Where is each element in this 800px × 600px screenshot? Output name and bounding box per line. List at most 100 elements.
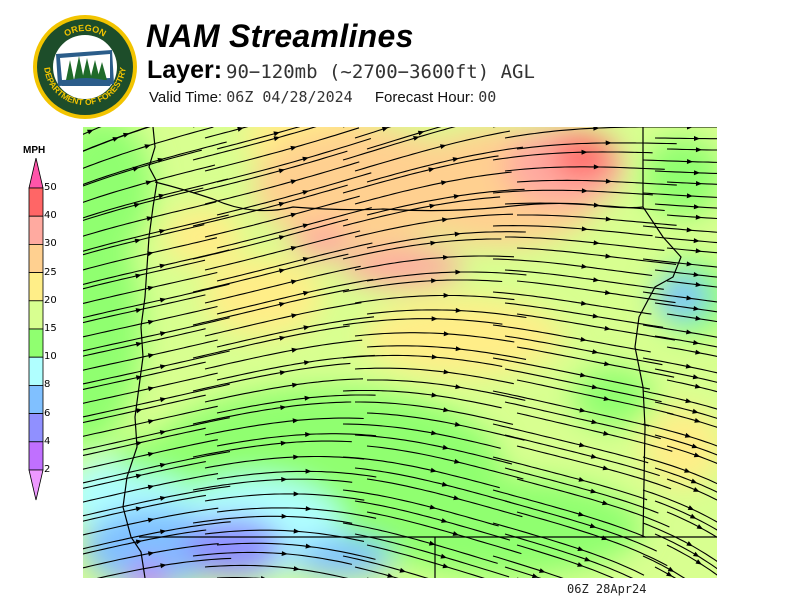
streamline [216, 507, 377, 519]
streamline [204, 455, 365, 469]
streamline [366, 188, 525, 216]
streamline-arrow [579, 372, 587, 378]
streamline-arrow [413, 136, 420, 141]
streamline-map[interactable] [83, 127, 717, 578]
streamline [354, 127, 392, 139]
streamline-arrow [278, 201, 286, 207]
streamline-arrow [293, 566, 300, 572]
streamline [642, 390, 717, 410]
streamline [192, 401, 352, 425]
streamline [83, 361, 206, 391]
streamline-arrow [686, 295, 693, 301]
streamline-arrow [695, 559, 702, 565]
streamline-arrow [452, 157, 459, 162]
streamline [654, 533, 717, 570]
streamline-arrow [692, 408, 699, 414]
streamline [83, 187, 204, 222]
streamline [504, 368, 662, 403]
colorbar-segment [28, 384, 44, 414]
streamline [342, 555, 429, 578]
streamline [342, 279, 503, 293]
streamline-arrow [539, 568, 546, 573]
valid-time-label: Valid Time: [149, 89, 223, 106]
streamline-arrow [686, 193, 693, 199]
streamline [204, 302, 362, 337]
streamline [516, 313, 675, 341]
streamline-arrow [303, 360, 311, 366]
streamline [504, 533, 634, 578]
streamline-arrow [693, 452, 701, 458]
streamline [354, 566, 399, 578]
streamline-arrow [693, 306, 700, 311]
streamline [366, 345, 527, 360]
streamline-arrow [303, 325, 310, 331]
streamline-arrow [695, 248, 702, 254]
streamline-arrow [159, 496, 167, 501]
streamline-arrow [290, 179, 297, 185]
streamline [492, 555, 564, 578]
streamline-arrow [147, 251, 154, 257]
streamline [654, 335, 717, 348]
streamline [96, 557, 232, 578]
streamline-arrow [443, 369, 450, 375]
streamline [216, 542, 376, 560]
streamline-arrow [579, 407, 586, 413]
streamline [654, 302, 717, 313]
streamline [654, 368, 717, 383]
streamline [342, 127, 456, 161]
streamline [366, 445, 524, 480]
streamline [83, 485, 231, 517]
streamline [83, 305, 218, 338]
streamline-arrow [695, 315, 702, 321]
svg-text:OREGON: OREGON [62, 23, 108, 39]
streamline-arrow [602, 500, 609, 506]
streamline [654, 467, 717, 493]
streamline-arrow [280, 440, 287, 446]
colorbar-tick-label: 25 [44, 266, 57, 278]
streamline [83, 521, 231, 550]
streamline [504, 302, 664, 328]
wind-speed-region [183, 517, 283, 577]
colorbar-tick-label: 2 [44, 464, 51, 475]
streamline [83, 427, 206, 457]
streamline-arrow [87, 129, 94, 135]
streamline-arrow [455, 269, 462, 275]
streamline [492, 291, 652, 315]
streamline [83, 507, 219, 536]
streamline [492, 390, 650, 427]
streamline-arrow [440, 553, 447, 559]
streamline-arrow [159, 331, 167, 337]
streamline [204, 417, 364, 436]
streamline [342, 318, 503, 326]
colorbar-segment [28, 356, 44, 386]
streamline-arrow [592, 313, 599, 319]
streamline [216, 172, 372, 216]
streamline-arrow [293, 491, 300, 497]
streamline [654, 236, 717, 244]
streamline-arrow [695, 147, 702, 153]
streamline [83, 328, 206, 357]
streamline-arrow [279, 302, 286, 307]
streamline [366, 309, 527, 319]
streamline [204, 265, 361, 304]
streamline [192, 551, 353, 565]
streamline-arrow [686, 227, 693, 233]
oregon-department-of-forestry-logo: OREGON DEPARTMENT OF FORESTRY [33, 15, 137, 119]
streamline-arrow [387, 573, 394, 578]
streamline-arrow [605, 216, 612, 222]
streamline-arrow [592, 349, 599, 355]
streamline-arrow [685, 363, 693, 369]
streamline-arrow [593, 202, 600, 208]
wind-speed-region [643, 407, 717, 487]
streamline-arrow [455, 384, 462, 390]
streamline [216, 207, 372, 249]
forecast-hour-label: Forecast Hour: [374, 89, 475, 106]
colorbar-segment [28, 244, 44, 274]
streamline [83, 494, 206, 522]
streamline-arrow [667, 566, 675, 572]
streamline [192, 253, 349, 293]
streamline-arrow [399, 567, 406, 573]
streamline [342, 489, 499, 527]
streamline [516, 179, 677, 186]
streamline-arrow [147, 285, 154, 291]
